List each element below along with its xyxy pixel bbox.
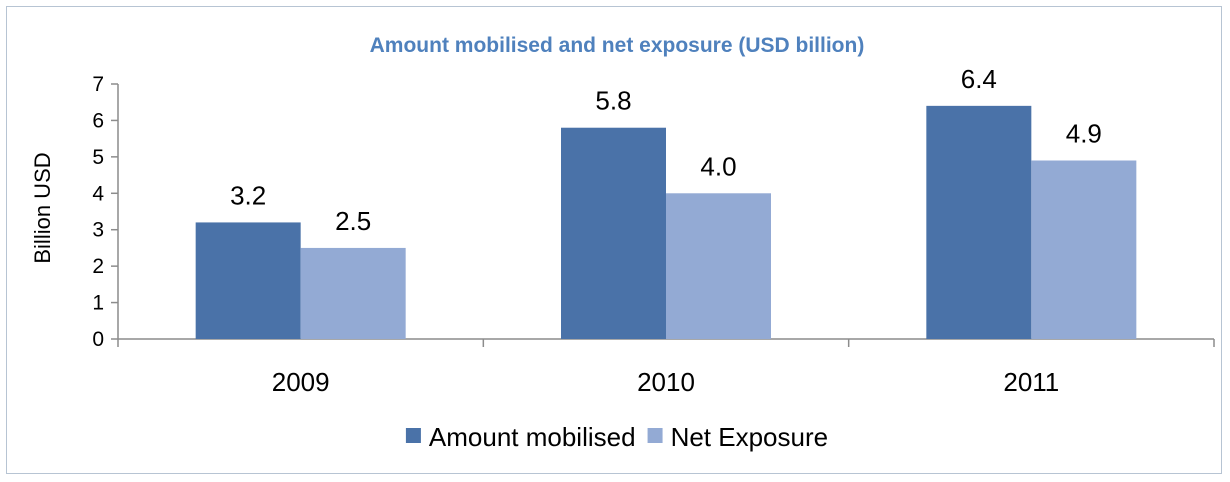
y-tick-label: 7 xyxy=(92,73,104,96)
y-axis: 0 1 2 3 4 5 6 7 xyxy=(92,73,119,351)
data-label: 4.0 xyxy=(700,151,736,181)
legend-swatch xyxy=(405,428,421,443)
x-axis: 2009 2010 2011 xyxy=(117,338,1215,397)
y-tick-label: 6 xyxy=(92,109,104,132)
y-tick-label: 4 xyxy=(92,182,104,205)
bar-net-exposure xyxy=(666,193,771,339)
bars xyxy=(195,105,1137,339)
x-tick-label: 2010 xyxy=(637,367,695,397)
y-tick-label: 0 xyxy=(92,328,104,351)
legend-swatch xyxy=(647,428,663,443)
bar-amount-mobilised xyxy=(926,105,1032,339)
bar-amount-mobilised xyxy=(561,127,666,339)
legend: Amount mobilised Net Exposure xyxy=(405,422,829,452)
data-label: 6.4 xyxy=(961,64,997,94)
bar-net-exposure xyxy=(1031,160,1137,339)
y-tick-label: 2 xyxy=(92,255,104,278)
data-label: 2.5 xyxy=(335,206,371,236)
y-tick-label: 3 xyxy=(92,219,104,242)
legend-label: Amount mobilised xyxy=(429,422,636,452)
y-tick-label: 1 xyxy=(92,292,104,315)
data-label: 3.2 xyxy=(230,180,266,210)
y-tick-label: 5 xyxy=(92,146,104,169)
bar-amount-mobilised xyxy=(195,222,301,339)
chart-title: Amount mobilised and net exposure (USD b… xyxy=(370,34,865,57)
x-tick-label: 2011 xyxy=(1003,367,1059,397)
x-tick-label: 2009 xyxy=(272,367,330,397)
data-label: 4.9 xyxy=(1066,119,1102,149)
y-axis-label: Billion USD xyxy=(30,152,55,263)
data-label: 5.8 xyxy=(595,86,631,116)
bar-net-exposure xyxy=(300,247,406,339)
value-labels: 3.2 2.5 5.8 4.0 6.4 4.9 xyxy=(230,64,1102,236)
legend-label: Net Exposure xyxy=(671,422,829,452)
